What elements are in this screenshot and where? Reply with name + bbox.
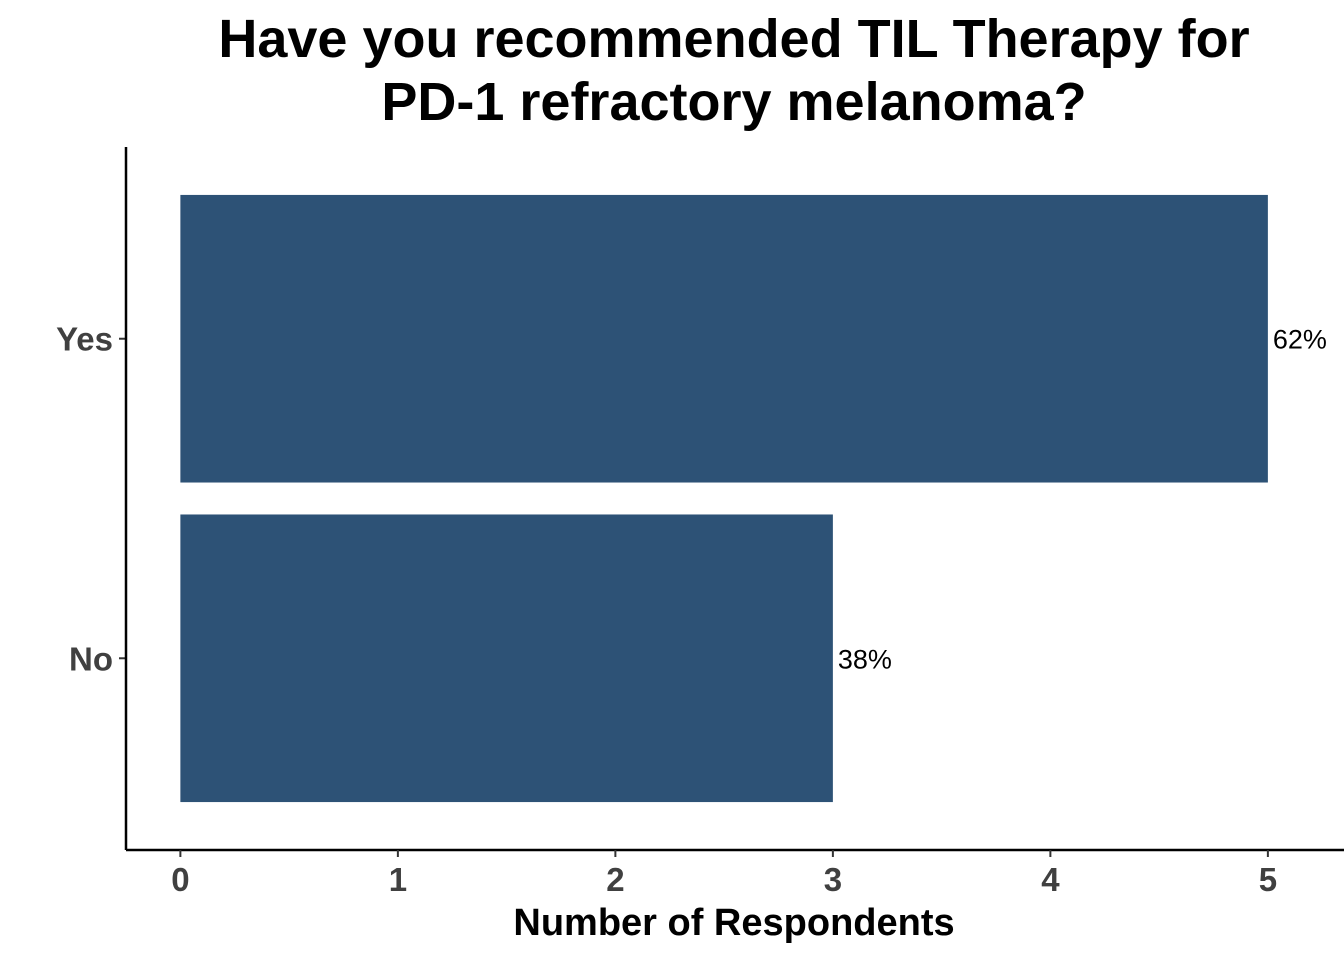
- x-tick-label-5: 5: [1259, 861, 1277, 898]
- bar-no: [180, 514, 833, 803]
- x-tick-label-0: 0: [171, 861, 189, 898]
- chart-title-line-1: Have you recommended TIL Therapy for: [218, 9, 1249, 69]
- chart-title-line-2: PD-1 refractory melanoma?: [381, 72, 1086, 132]
- bars-layer: [180, 194, 1268, 803]
- x-axis-title: Number of Respondents: [513, 902, 954, 944]
- x-tick-label-1: 1: [389, 861, 407, 898]
- x-tick-label-4: 4: [1041, 861, 1060, 898]
- x-tick-label-2: 2: [606, 861, 624, 898]
- y-tick-label-yes: Yes: [56, 321, 113, 358]
- data-labels-layer: 62% 38%: [838, 325, 1327, 675]
- y-tick-label-no: No: [69, 640, 113, 677]
- data-label-no: 38%: [838, 644, 892, 674]
- axes-layer: Yes No 0 1 2 3 4 5: [56, 147, 1344, 898]
- chart-title: Have you recommended TIL Therapy for PD-…: [218, 9, 1249, 132]
- x-tick-label-3: 3: [824, 861, 842, 898]
- data-label-yes: 62%: [1273, 325, 1327, 355]
- bar-yes: [180, 194, 1268, 483]
